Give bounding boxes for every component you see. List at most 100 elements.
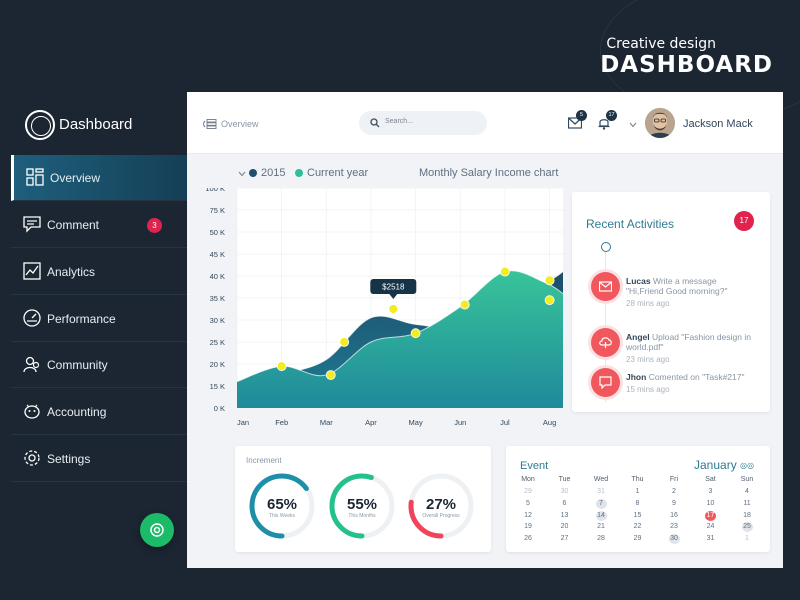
data-point[interactable] [410,328,421,339]
activity-description: Comented on "Task#217" [648,372,745,382]
calendar-day[interactable]: 30 [668,534,680,545]
piggy-bank-icon [24,404,40,419]
calendar-day[interactable]: 1 [635,488,640,495]
gauge-this-months[interactable]: 55% This Months [328,472,396,540]
chevron-down-icon[interactable] [238,171,246,177]
chevron-down-icon[interactable] [629,122,637,128]
calendar-day[interactable]: 11 [743,499,751,507]
calendar-week-row: 12 13 14 15 16 17 18 [510,510,766,523]
calendar-day[interactable]: 28 [597,535,605,543]
comment-count-badge: 3 [147,218,162,233]
calendar-day[interactable]: 9 [672,499,676,507]
month-nav-icon[interactable]: ◎◎ [740,461,754,470]
event-title: Event [520,460,549,472]
recent-activities-title: Recent Activities [586,217,675,231]
data-point[interactable] [544,295,555,306]
calendar-day[interactable]: 15 [633,511,642,519]
x-tick-label: Mar [320,418,333,427]
calendar-day[interactable]: 16 [670,511,678,519]
logo-icon [25,110,55,140]
list-icon[interactable] [203,119,217,129]
activities-count-badge[interactable]: 17 [734,211,754,231]
calendar-day[interactable]: 18 [743,511,751,519]
area-series-current-year[interactable] [237,270,563,408]
hero-title: DASHBOARD [600,52,773,78]
calendar-day[interactable]: 30 [560,488,569,495]
legend-current-year[interactable]: Current year [307,167,369,179]
notifications-badge: 17 [606,110,617,121]
sidebar-item-accounting[interactable]: Accounting [11,389,187,435]
bell-icon[interactable] [597,116,611,130]
target-icon [150,523,164,537]
data-point[interactable] [276,361,287,372]
gauge-this-weeks[interactable]: 65% This Weeks [248,472,316,540]
data-point[interactable] [388,304,399,314]
calendar-day[interactable]: 7 [583,498,619,509]
calendar-day[interactable]: 14 [595,510,607,521]
calendar-day[interactable]: 24 [706,523,715,531]
user-name[interactable]: Jackson Mack [683,118,753,130]
activity-time: 15 mins ago [626,385,670,394]
calendar-day[interactable]: 23 [670,523,678,531]
calendar-day[interactable]: 20 [560,523,569,531]
sidebar-item-label: Overview [50,171,101,185]
calendar-day[interactable]: 4 [745,488,749,495]
calendar-day[interactable]: 29 [524,488,532,495]
calendar-day[interactable]: 2 [672,488,676,495]
sidebar-item-settings[interactable]: Settings [11,436,187,482]
chart-title: Monthly Salary Income chart [419,167,559,179]
calendar-day-today[interactable]: 17 [705,510,716,521]
data-point[interactable] [544,275,555,286]
x-tick-label: Apr [365,418,377,427]
calendar-week-row: 19 20 21 22 23 24 25 [510,522,766,534]
calendar-week-row: 29 30 31 1 2 3 4 [510,487,766,499]
calendar-day[interactable]: 25 [741,522,753,533]
calendar-day[interactable]: 12 [524,511,532,519]
gauge-overall-progress[interactable]: 27% Overall Progress [407,472,475,540]
sidebar-item-comment[interactable]: Comment 3 [11,202,187,248]
calendar-day[interactable]: 27 [560,535,569,543]
calendar-day[interactable]: 10 [706,499,715,507]
calendar-day[interactable]: 31 [706,535,715,543]
data-point[interactable] [459,299,470,310]
calendar-day[interactable]: 31 [597,488,605,495]
activity-icon-bg [591,368,620,397]
settings-fab-button[interactable] [140,513,174,547]
breadcrumb[interactable]: Overview [221,119,259,129]
grid-icon [26,168,44,186]
calendar-day[interactable]: 6 [562,499,567,507]
comment-icon [23,216,41,233]
calendar-day[interactable]: 1 [745,535,749,543]
salary-income-chart: 0 K 15 K 20 K 25 K 30 K 35 K 40 K 45 K 50 K 75 K 1… [205,188,563,427]
data-point[interactable] [325,370,336,380]
calendar-day[interactable]: 26 [524,535,532,543]
data-point[interactable] [339,337,350,347]
sidebar-item-overview[interactable]: Overview [11,155,187,201]
activity-time: 28 mins ago [626,299,670,308]
calendar-day[interactable]: 5 [526,499,530,507]
activity-text: Lucas Write a message "Hi,Friend Good mo… [626,276,756,296]
sidebar-item-analytics[interactable]: Analytics [11,249,187,295]
calendar-day[interactable]: 21 [597,523,605,531]
weekday-label: Fri [669,476,679,483]
y-tick-label: 100 K [205,188,225,193]
weekday-label: Mon [521,476,535,483]
avatar[interactable] [645,108,675,138]
gauge-caption: Overall Progress [422,513,460,519]
calendar-day[interactable]: 13 [560,511,569,519]
calendar-day[interactable]: 22 [633,523,642,531]
sidebar-item-community[interactable]: Community [11,342,187,388]
calendar-day[interactable]: 3 [708,488,713,495]
calendar-day[interactable]: 8 [635,499,640,507]
calendar-day[interactable]: 19 [524,523,532,531]
data-point[interactable] [500,266,510,277]
activity-text: Angel Upload "Fashion design in world.pd… [626,332,756,352]
search-input[interactable]: Search... [359,111,487,135]
calendar-week-row: 26 27 28 29 30 31 1 [510,534,766,546]
legend-swatch-2015 [249,169,257,177]
calendar-month[interactable]: January [694,458,737,472]
sidebar-item-performance[interactable]: Performance [11,296,187,342]
calendar-day[interactable]: 29 [633,535,642,543]
legend-2015[interactable]: 2015 [261,167,286,179]
sidebar-item-label: Settings [47,452,91,466]
